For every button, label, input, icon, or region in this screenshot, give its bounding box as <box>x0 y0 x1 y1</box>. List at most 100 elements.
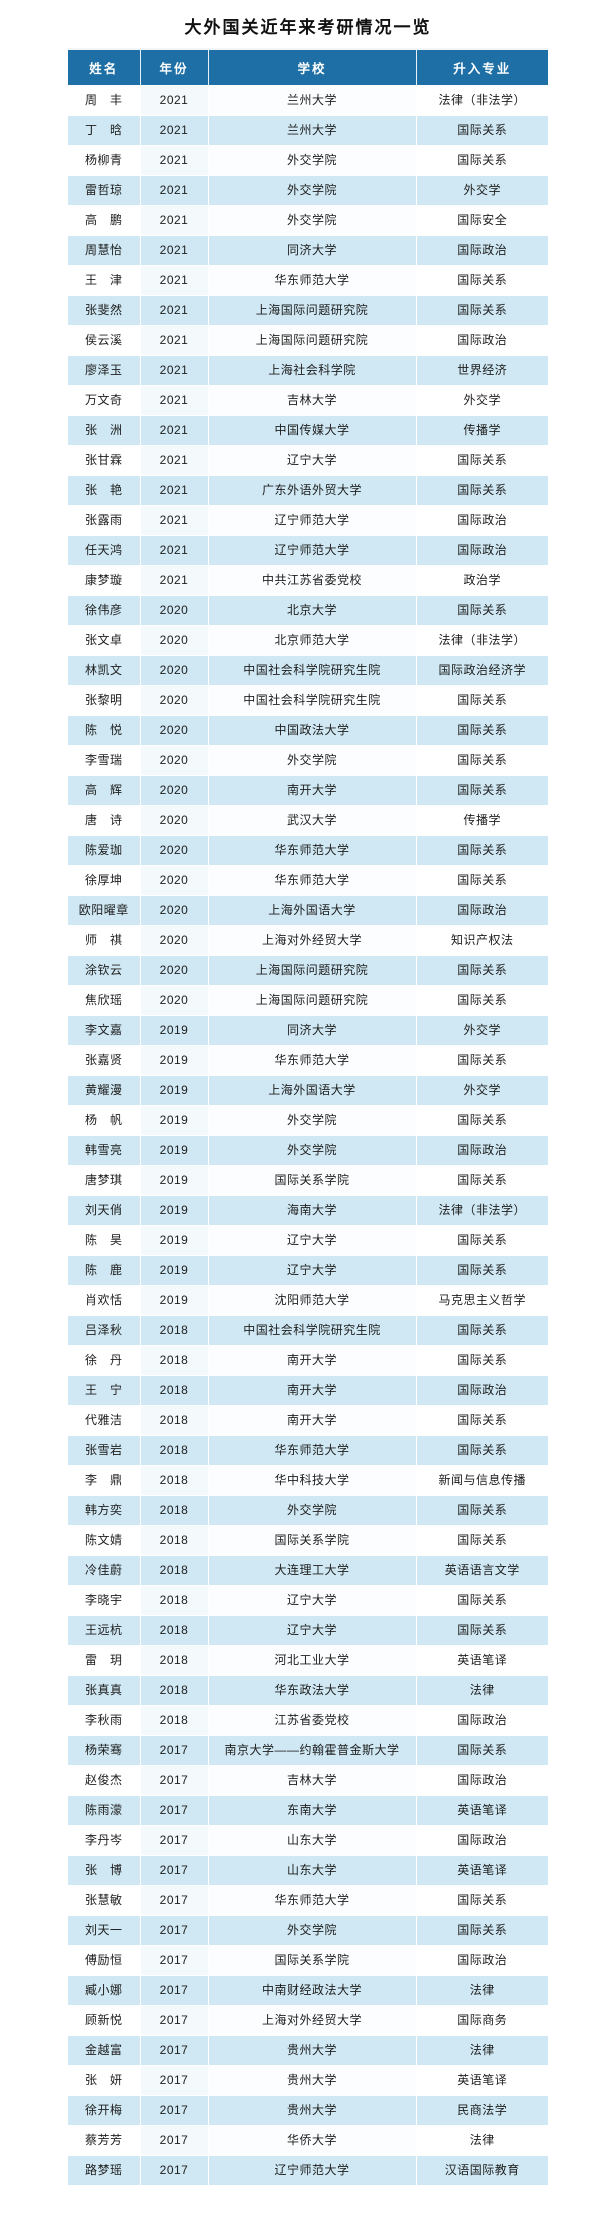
table-row: 张甘霖 2021 辽宁大学 国际关系 <box>68 445 548 476</box>
table-row: 韩雪亮 2019 外交学院 国际政治 <box>68 1135 548 1166</box>
cell-major: 国际关系 <box>416 1615 548 1646</box>
cell-name: 高 辉 <box>68 775 141 806</box>
cell-name: 唐 诗 <box>68 805 141 836</box>
cell-major: 民商法学 <box>416 2095 548 2126</box>
cell-year: 2021 <box>140 565 209 596</box>
cell-school: 大连理工大学 <box>208 1555 417 1586</box>
cell-major: 国际政治 <box>416 1765 548 1796</box>
cell-year: 2018 <box>140 1345 209 1376</box>
bottom-spacer <box>0 2186 616 2226</box>
cell-major: 国际关系 <box>416 1105 548 1136</box>
cell-name: 徐开梅 <box>68 2095 141 2126</box>
cell-year: 2020 <box>140 625 209 656</box>
cell-year: 2017 <box>140 1915 209 1946</box>
cell-name: 张雪岩 <box>68 1435 141 1466</box>
table-row: 唐 诗 2020 武汉大学 传播学 <box>68 805 548 836</box>
cell-major: 国际关系 <box>416 1225 548 1256</box>
cell-school: 江苏省委党校 <box>208 1705 417 1736</box>
cell-name: 陈 悦 <box>68 715 141 746</box>
table-row: 康梦璇 2021 中共江苏省委党校 政治学 <box>68 565 548 596</box>
cell-year: 2018 <box>140 1555 209 1586</box>
cell-name: 杨荣骞 <box>68 1735 141 1766</box>
cell-year: 2021 <box>140 385 209 416</box>
cell-major: 国际关系 <box>416 265 548 296</box>
cell-year: 2021 <box>140 115 209 146</box>
cell-year: 2020 <box>140 925 209 956</box>
cell-school: 华东师范大学 <box>208 865 417 896</box>
cell-year: 2021 <box>140 265 209 296</box>
cell-name: 黄耀漫 <box>68 1075 141 1106</box>
cell-year: 2019 <box>140 1105 209 1136</box>
cell-school: 中共江苏省委党校 <box>208 565 417 596</box>
cell-major: 国际关系 <box>416 595 548 626</box>
cell-major: 国际关系 <box>416 835 548 866</box>
cell-major: 外交学 <box>416 1015 548 1046</box>
cell-year: 2020 <box>140 685 209 716</box>
cell-major: 国际关系 <box>416 1495 548 1526</box>
cell-school: 兰州大学 <box>208 115 417 146</box>
cell-year: 2019 <box>140 1045 209 1076</box>
cell-year: 2017 <box>140 2125 209 2156</box>
cell-school: 武汉大学 <box>208 805 417 836</box>
cell-name: 王 宁 <box>68 1375 141 1406</box>
cell-major: 国际关系 <box>416 1165 548 1196</box>
cell-name: 陈爱珈 <box>68 835 141 866</box>
table-row: 傅励恒 2017 国际关系学院 国际政治 <box>68 1945 548 1976</box>
cell-year: 2021 <box>140 85 209 116</box>
table-row: 杨 帆 2019 外交学院 国际关系 <box>68 1105 548 1136</box>
table-row: 张 博 2017 山东大学 英语笔译 <box>68 1855 548 1886</box>
cell-major: 外交学 <box>416 1075 548 1106</box>
table-row: 李 鼎 2018 华中科技大学 新闻与信息传播 <box>68 1465 548 1496</box>
cell-school: 上海外国语大学 <box>208 895 417 926</box>
cell-school: 上海对外经贸大学 <box>208 925 417 956</box>
table-row: 李秋雨 2018 江苏省委党校 国际政治 <box>68 1705 548 1736</box>
table-row: 顾新悦 2017 上海对外经贸大学 国际商务 <box>68 2005 548 2036</box>
cell-name: 张黎明 <box>68 685 141 716</box>
cell-year: 2020 <box>140 895 209 926</box>
cell-major: 英语笔译 <box>416 1795 548 1826</box>
cell-major: 法律 <box>416 1675 548 1706</box>
cell-school: 海南大学 <box>208 1195 417 1226</box>
cell-school: 华东政法大学 <box>208 1675 417 1706</box>
cell-name: 李晓宇 <box>68 1585 141 1616</box>
cell-year: 2021 <box>140 205 209 236</box>
cell-name: 李丹岑 <box>68 1825 141 1856</box>
table-row: 侯云溪 2021 上海国际问题研究院 国际政治 <box>68 325 548 356</box>
header-row: 姓名 年份 学校 升入专业 <box>68 49 548 86</box>
cell-school: 国际关系学院 <box>208 1165 417 1196</box>
cell-year: 2018 <box>140 1525 209 1556</box>
cell-major: 国际政治 <box>416 1375 548 1406</box>
cell-major: 法律（非法学） <box>416 1195 548 1226</box>
cell-name: 代雅洁 <box>68 1405 141 1436</box>
cell-name: 徐厚坤 <box>68 865 141 896</box>
cell-major: 国际政治 <box>416 1705 548 1736</box>
cell-school: 华东师范大学 <box>208 1045 417 1076</box>
cell-major: 国际政治经济学 <box>416 655 548 686</box>
table-row: 张斐然 2021 上海国际问题研究院 国际关系 <box>68 295 548 326</box>
cell-major: 马克思主义哲学 <box>416 1285 548 1316</box>
cell-major: 外交学 <box>416 385 548 416</box>
cell-name: 张嘉贤 <box>68 1045 141 1076</box>
table-row: 陈雨濛 2017 东南大学 英语笔译 <box>68 1795 548 1826</box>
cell-school: 南开大学 <box>208 775 417 806</box>
cell-year: 2019 <box>140 1225 209 1256</box>
cell-school: 沈阳师范大学 <box>208 1285 417 1316</box>
table-head-group: 大外国关近年来考研情况一览 <box>68 2 548 50</box>
cell-school: 国际关系学院 <box>208 1525 417 1556</box>
cell-name: 李文嘉 <box>68 1015 141 1046</box>
cell-year: 2021 <box>140 175 209 206</box>
cell-school: 上海对外经贸大学 <box>208 2005 417 2036</box>
cell-name: 任天鸿 <box>68 535 141 566</box>
cell-year: 2021 <box>140 505 209 536</box>
cell-major: 国际关系 <box>416 865 548 896</box>
cell-name: 周 丰 <box>68 85 141 116</box>
cell-major: 国际安全 <box>416 205 548 236</box>
cell-major: 国际关系 <box>416 1885 548 1916</box>
cell-name: 丁 晗 <box>68 115 141 146</box>
table-row: 李雪瑞 2020 外交学院 国际关系 <box>68 745 548 776</box>
cell-school: 南京大学——约翰霍普金斯大学 <box>208 1735 417 1766</box>
cell-name: 徐伟彦 <box>68 595 141 626</box>
cell-school: 山东大学 <box>208 1825 417 1856</box>
cell-name: 欧阳曜章 <box>68 895 141 926</box>
cell-major: 英语笔译 <box>416 2065 548 2096</box>
